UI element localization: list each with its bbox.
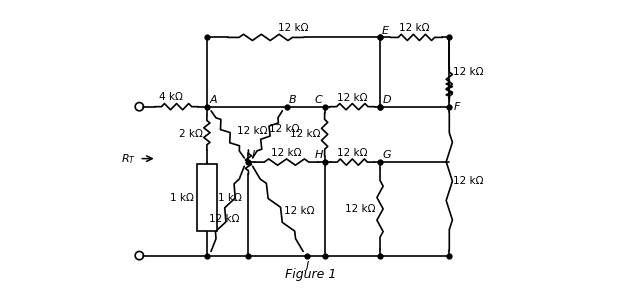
Text: G: G — [382, 150, 391, 160]
Text: J: J — [306, 261, 309, 271]
Text: B: B — [288, 95, 296, 105]
Text: 12 kΩ: 12 kΩ — [209, 214, 239, 224]
Text: 4 kΩ: 4 kΩ — [159, 92, 182, 102]
Text: 1 kΩ: 1 kΩ — [170, 193, 194, 202]
Text: 12 kΩ: 12 kΩ — [346, 204, 376, 214]
Bar — [197, 164, 217, 231]
Text: H: H — [314, 150, 323, 160]
Text: 12 kΩ: 12 kΩ — [278, 23, 309, 33]
Text: 12 kΩ: 12 kΩ — [337, 93, 367, 103]
Text: 2 kΩ: 2 kΩ — [179, 130, 202, 139]
Text: E: E — [382, 26, 389, 36]
Text: 12 kΩ: 12 kΩ — [290, 130, 321, 139]
Text: C: C — [314, 95, 322, 105]
Text: D: D — [382, 95, 391, 105]
Text: $R_T$: $R_T$ — [121, 152, 136, 166]
Text: A: A — [209, 95, 217, 105]
Text: 12 kΩ: 12 kΩ — [337, 148, 367, 158]
Text: 12 kΩ: 12 kΩ — [454, 176, 484, 186]
Text: 12 kΩ: 12 kΩ — [271, 148, 302, 158]
Text: 12 kΩ: 12 kΩ — [454, 67, 484, 77]
Text: F: F — [454, 102, 460, 112]
Text: 12 kΩ: 12 kΩ — [399, 23, 430, 33]
Text: Figure 1: Figure 1 — [285, 268, 336, 281]
Text: 12 kΩ: 12 kΩ — [269, 124, 300, 134]
Text: I: I — [252, 150, 255, 160]
Text: 12 kΩ: 12 kΩ — [284, 206, 314, 216]
Text: 1 kΩ: 1 kΩ — [218, 193, 242, 202]
Text: 12 kΩ: 12 kΩ — [238, 126, 268, 136]
